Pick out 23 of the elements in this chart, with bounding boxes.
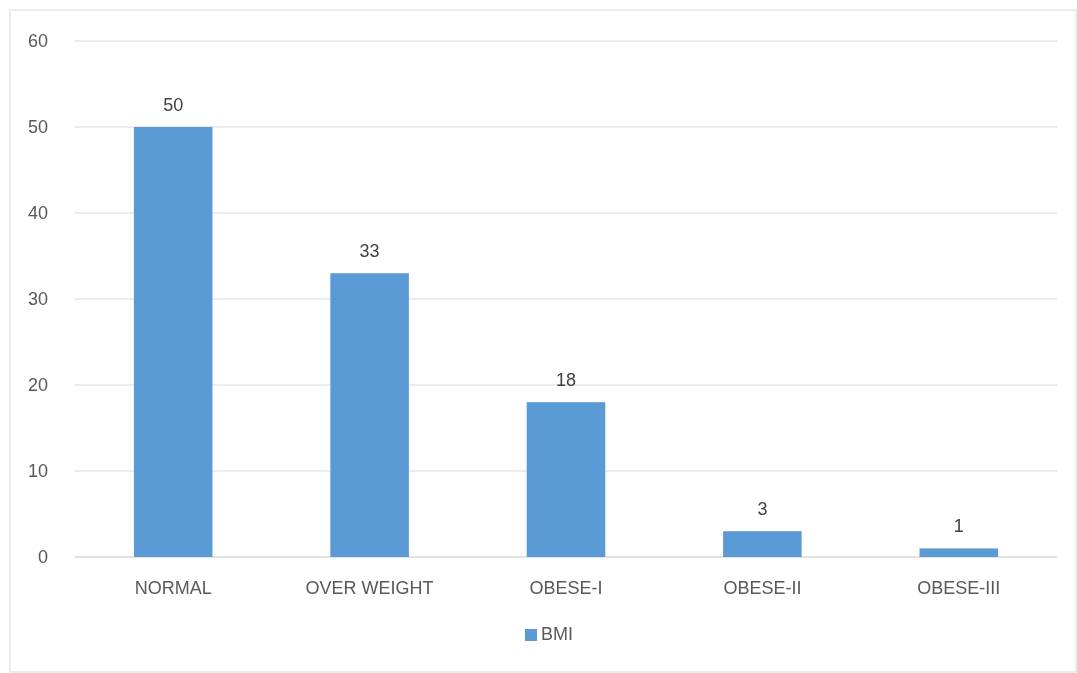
bar — [526, 402, 606, 557]
data-label: 1 — [953, 516, 964, 537]
y-tick-label: 0 — [37, 547, 48, 568]
x-tick-label: OBESE-III — [917, 578, 1001, 598]
bar — [919, 548, 999, 557]
y-tick-label: 60 — [27, 31, 48, 52]
x-tick-label: OVER WEIGHT — [305, 578, 434, 598]
x-tick-label: NORMAL — [134, 578, 212, 598]
data-label: 33 — [359, 241, 380, 262]
x-tick-label: OBESE-II — [723, 578, 802, 598]
y-tick-label: 30 — [27, 289, 48, 310]
data-label: 18 — [555, 370, 577, 391]
y-tick-label: 10 — [27, 461, 48, 482]
y-tick-label: 20 — [27, 375, 48, 396]
y-tick-label: 40 — [27, 203, 48, 224]
x-tick-label: OBESE-I — [529, 578, 603, 598]
legend-label: BMI — [541, 624, 574, 644]
bar — [723, 531, 802, 557]
bar — [133, 127, 213, 557]
data-label: 3 — [757, 499, 768, 520]
data-label: 50 — [163, 95, 184, 115]
y-tick-label: 50 — [27, 117, 48, 138]
bar — [330, 273, 409, 557]
